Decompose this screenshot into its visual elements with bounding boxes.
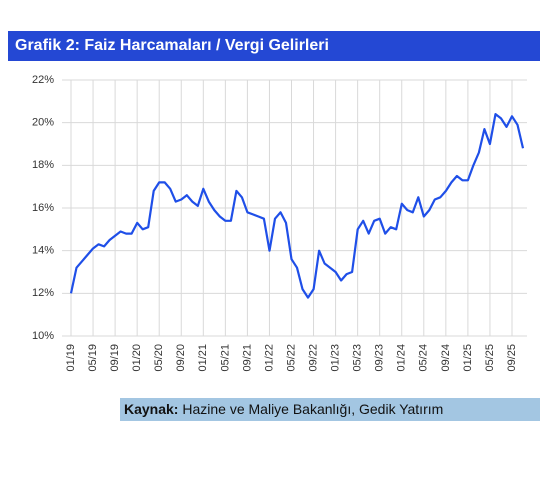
y-tick-label: 10% <box>32 330 54 342</box>
y-tick-label: 16% <box>32 202 54 214</box>
source-label: Kaynak: <box>124 401 178 417</box>
y-tick-label: 18% <box>32 159 54 171</box>
x-tick-label: 05/19 <box>87 344 99 372</box>
y-tick-label: 20% <box>32 117 54 129</box>
x-tick-label: 01/24 <box>396 344 408 372</box>
x-tick-label: 01/25 <box>462 344 474 372</box>
x-tick-label: 05/22 <box>285 344 297 372</box>
x-tick-label: 05/20 <box>153 344 165 372</box>
x-tick-label: 01/21 <box>197 344 209 372</box>
x-tick-label: 09/21 <box>241 344 253 372</box>
x-tick-label: 05/24 <box>418 344 430 372</box>
x-tick-label: 05/25 <box>484 344 496 372</box>
x-tick-label: 09/20 <box>175 344 187 372</box>
y-tick-label: 12% <box>32 287 54 299</box>
source: Kaynak: Hazine ve Maliye Bakanlığı, Gedi… <box>124 401 443 417</box>
data-line <box>69 113 525 299</box>
x-tick-label: 09/22 <box>307 344 319 372</box>
x-tick-label: 09/24 <box>440 344 452 372</box>
title-banner <box>8 31 540 61</box>
y-tick-label: 22% <box>32 74 54 86</box>
x-tick-label: 09/23 <box>374 344 386 372</box>
source-box <box>120 398 540 421</box>
x-tick-label: 01/19 <box>65 344 77 372</box>
x-tick-label: 01/23 <box>330 344 342 372</box>
x-tick-label: 01/20 <box>131 344 143 372</box>
x-tick-label: 01/22 <box>263 344 275 372</box>
chart-title: Grafik 2: Faiz Harcamaları / Vergi Gelir… <box>15 37 329 54</box>
x-tick-label: 09/25 <box>506 344 518 372</box>
x-tick-label: 05/21 <box>219 344 231 372</box>
x-tick-label: 09/19 <box>109 344 121 372</box>
x-tick-label: 05/23 <box>352 344 364 372</box>
source-text: Hazine ve Maliye Bakanlığı, Gedik Yatırı… <box>182 401 443 417</box>
y-tick-label: 14% <box>32 245 54 257</box>
